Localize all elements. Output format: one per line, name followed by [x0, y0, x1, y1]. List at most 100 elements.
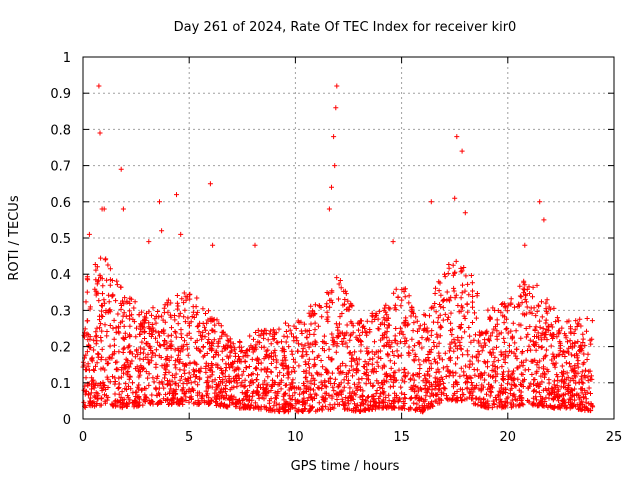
data-point [264, 407, 270, 413]
data-point [309, 404, 315, 410]
data-point [89, 378, 95, 384]
data-point [468, 387, 474, 392]
data-point [379, 335, 385, 341]
data-point [165, 381, 171, 387]
data-point [149, 392, 155, 398]
data-point [401, 367, 407, 373]
data-point [153, 335, 158, 341]
data-point [110, 325, 116, 331]
data-point [464, 301, 470, 307]
data-point [577, 316, 583, 322]
data-point [211, 337, 217, 343]
data-point [315, 407, 321, 413]
data-point [463, 273, 469, 279]
data-point [381, 377, 387, 383]
data-point [579, 369, 585, 375]
data-point [494, 404, 500, 410]
data-point [287, 402, 293, 407]
data-point [291, 323, 297, 329]
data-point [351, 390, 357, 396]
data-point [391, 375, 397, 381]
data-point [119, 367, 125, 373]
data-point [518, 371, 524, 377]
data-point [541, 217, 547, 223]
data-point [408, 386, 414, 392]
data-point [467, 333, 473, 339]
data-point [422, 321, 427, 327]
data-point [378, 356, 384, 361]
data-point [427, 393, 433, 399]
data-point [136, 394, 142, 399]
y-tick-label: 0.3 [50, 304, 71, 319]
data-point [310, 349, 316, 355]
data-point [397, 325, 403, 331]
data-point [330, 342, 336, 348]
data-point [158, 343, 164, 349]
data-point [354, 356, 360, 362]
data-point [487, 315, 493, 321]
data-point [200, 344, 206, 350]
data-point [131, 402, 137, 408]
data-point [509, 333, 515, 339]
data-point [239, 372, 245, 378]
data-point [242, 350, 248, 355]
data-point [406, 293, 412, 299]
data-point [160, 381, 166, 387]
data-point [438, 292, 444, 298]
data-point [564, 404, 570, 410]
data-point [94, 325, 100, 331]
data-point [172, 329, 178, 334]
data-point [372, 339, 377, 345]
data-point [536, 344, 542, 349]
data-point [247, 333, 253, 339]
data-point [471, 367, 477, 372]
data-point [304, 334, 310, 340]
data-point [429, 399, 435, 405]
data-point [146, 382, 152, 388]
data-point [455, 334, 461, 340]
data-point [210, 317, 216, 323]
data-point [501, 351, 507, 357]
data-point [466, 292, 472, 298]
data-point [314, 354, 320, 360]
data-point [102, 300, 108, 306]
data-point [193, 367, 199, 373]
data-point [579, 380, 585, 385]
data-point [239, 348, 245, 353]
data-point [579, 406, 585, 412]
data-point [364, 367, 370, 373]
data-point [183, 389, 189, 395]
data-point [94, 264, 100, 270]
data-point [122, 402, 128, 408]
data-point [473, 401, 478, 407]
data-point [202, 324, 207, 330]
data-point [292, 390, 298, 396]
data-point [112, 400, 118, 406]
data-point [537, 318, 543, 324]
data-point [156, 330, 162, 336]
data-point [215, 362, 221, 368]
data-point [301, 383, 307, 389]
data-point [161, 396, 167, 402]
data-point [448, 320, 454, 326]
data-point [319, 394, 325, 400]
data-point [292, 359, 298, 365]
data-point [371, 397, 377, 403]
data-point [400, 403, 406, 409]
data-point [91, 368, 97, 373]
data-point [179, 296, 185, 302]
data-point [453, 292, 459, 298]
data-point [534, 334, 540, 339]
data-point [468, 380, 474, 385]
data-point [350, 373, 355, 379]
data-point [565, 386, 571, 392]
data-point [132, 299, 138, 305]
data-point [366, 349, 372, 355]
data-point [121, 323, 127, 329]
data-point [426, 401, 431, 407]
data-point [113, 359, 119, 365]
y-tick-label: 0.9 [50, 87, 71, 102]
data-point [250, 393, 256, 399]
data-point [154, 393, 160, 399]
data-point [359, 376, 365, 382]
